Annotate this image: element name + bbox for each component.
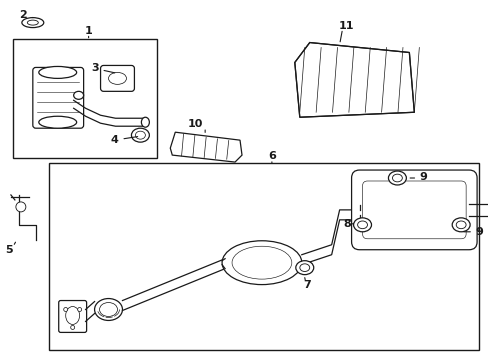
- Text: 9: 9: [419, 172, 427, 182]
- FancyBboxPatch shape: [362, 181, 465, 239]
- Ellipse shape: [22, 18, 44, 28]
- Text: 11: 11: [338, 21, 354, 31]
- Bar: [49, 163, 478, 350]
- Ellipse shape: [299, 264, 309, 271]
- Ellipse shape: [232, 246, 291, 279]
- Ellipse shape: [141, 117, 149, 127]
- Ellipse shape: [353, 218, 371, 232]
- Text: 3: 3: [91, 63, 115, 73]
- Text: 2: 2: [19, 10, 27, 20]
- Ellipse shape: [455, 221, 465, 229]
- FancyBboxPatch shape: [59, 301, 86, 332]
- Ellipse shape: [222, 241, 301, 285]
- Ellipse shape: [131, 128, 149, 142]
- Ellipse shape: [74, 91, 83, 99]
- Polygon shape: [170, 132, 242, 162]
- Bar: [13, 39, 157, 158]
- Ellipse shape: [78, 307, 81, 311]
- Ellipse shape: [16, 202, 26, 212]
- Ellipse shape: [108, 72, 126, 84]
- FancyBboxPatch shape: [33, 67, 83, 128]
- Ellipse shape: [65, 306, 80, 324]
- Ellipse shape: [63, 307, 67, 311]
- Text: 9: 9: [474, 227, 482, 237]
- Ellipse shape: [451, 218, 469, 232]
- FancyBboxPatch shape: [351, 170, 476, 250]
- Text: 4: 4: [110, 135, 138, 145]
- Text: 8: 8: [343, 219, 351, 229]
- FancyBboxPatch shape: [101, 66, 134, 91]
- Polygon shape: [294, 42, 413, 117]
- Text: 5: 5: [5, 245, 13, 255]
- Ellipse shape: [392, 174, 402, 182]
- Ellipse shape: [39, 116, 77, 128]
- Ellipse shape: [27, 20, 38, 25]
- Ellipse shape: [94, 298, 122, 320]
- Ellipse shape: [71, 325, 75, 329]
- Ellipse shape: [357, 221, 366, 229]
- Ellipse shape: [100, 302, 117, 316]
- Text: 6: 6: [267, 151, 275, 161]
- Ellipse shape: [387, 171, 406, 185]
- Ellipse shape: [135, 131, 145, 139]
- Ellipse shape: [295, 261, 313, 275]
- Text: 1: 1: [84, 26, 92, 36]
- Ellipse shape: [39, 67, 77, 78]
- Text: 10: 10: [187, 119, 203, 129]
- Text: 7: 7: [302, 280, 310, 289]
